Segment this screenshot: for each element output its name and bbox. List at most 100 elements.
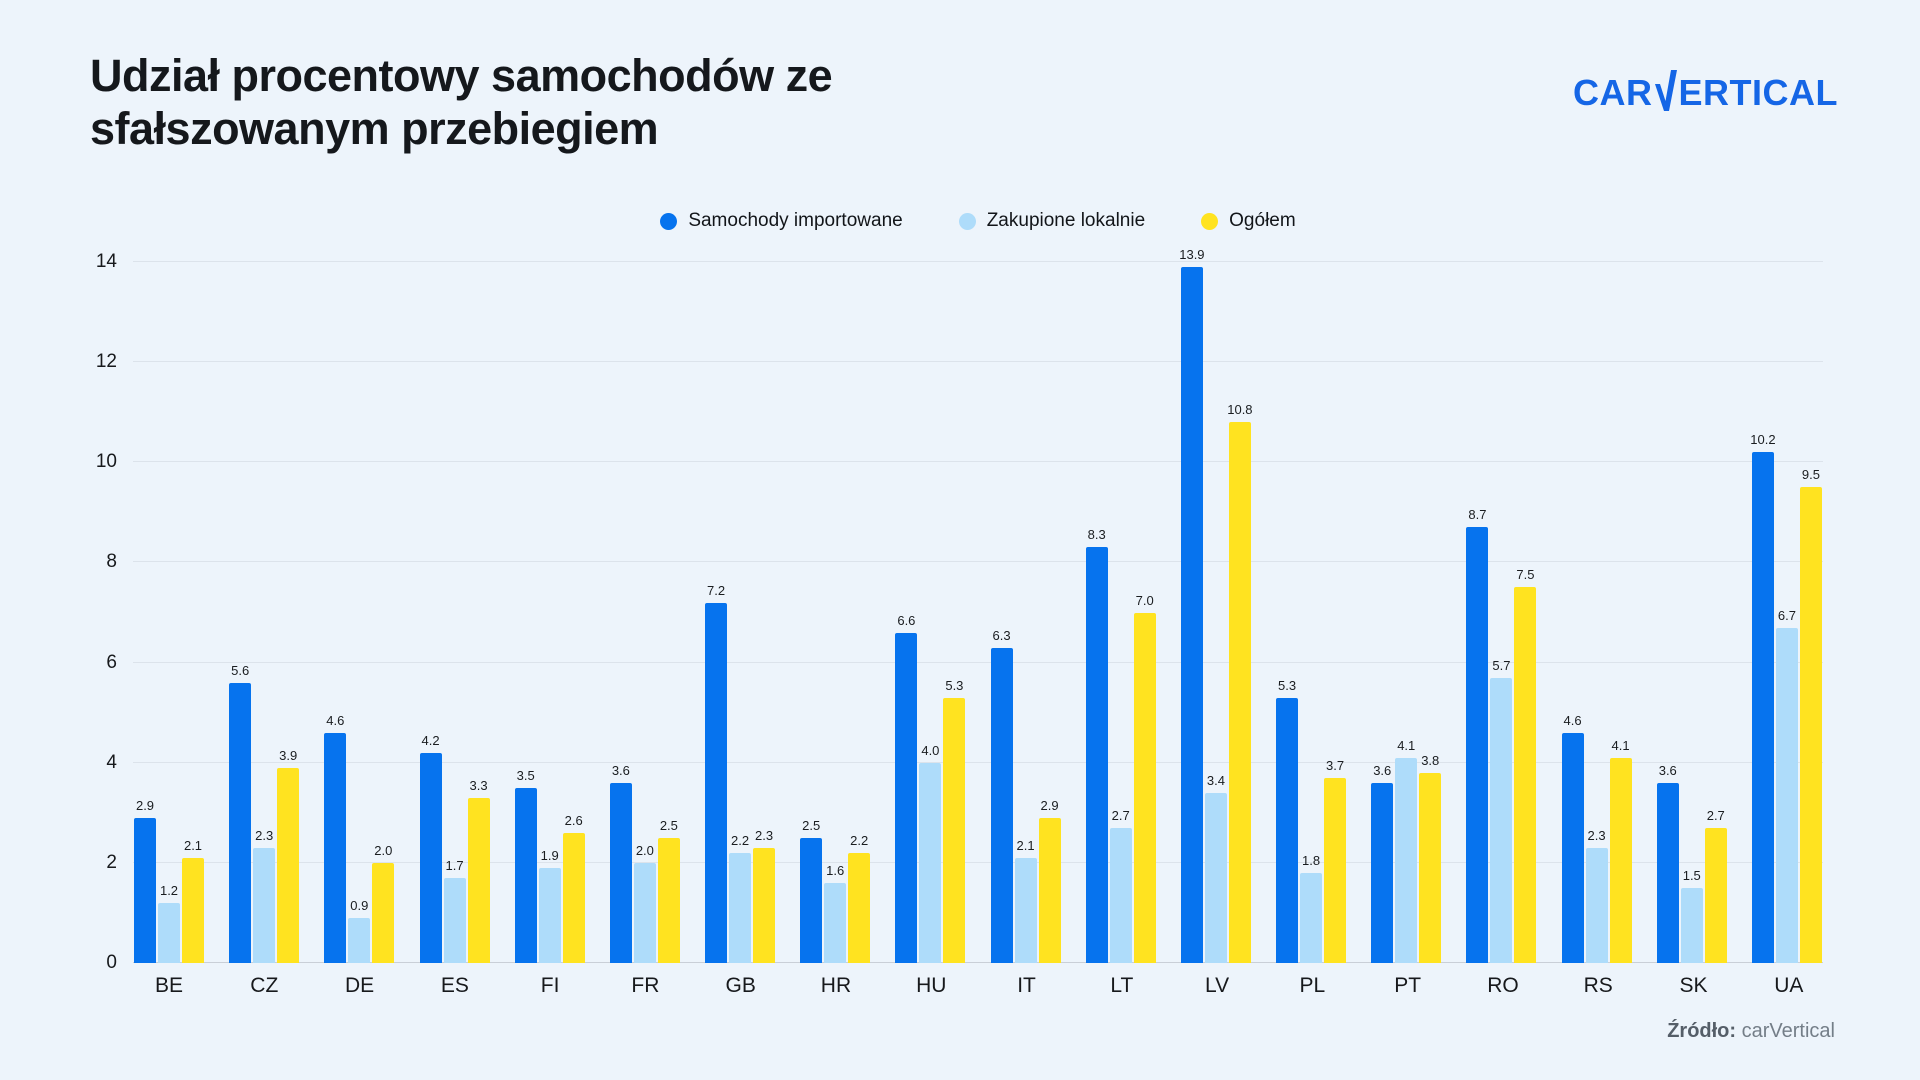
y-tick-label: 12 — [95, 351, 117, 373]
bar: 3.7 — [1324, 758, 1347, 963]
value-label: 1.8 — [1302, 852, 1321, 868]
x-axis-line — [133, 962, 1823, 963]
bar-column: 7.5 — [1514, 262, 1537, 963]
legend-dot-icon — [660, 212, 678, 230]
bar: 3.8 — [1419, 753, 1442, 963]
bar: 3.4 — [1204, 773, 1227, 963]
bar-group: 2.9 1.2 2.1 — [134, 262, 204, 963]
bar-column: 3.5 — [514, 262, 537, 963]
bar: 2.3 — [753, 828, 776, 963]
y-tick-label: 0 — [106, 952, 117, 973]
bar-column: 2.3 — [253, 262, 276, 963]
bar: 5.6 — [229, 663, 252, 963]
value-label: 3.8 — [1421, 752, 1440, 768]
value-label: 2.9 — [1040, 797, 1059, 813]
bar: 7.5 — [1514, 567, 1537, 963]
bar-column: 1.7 — [443, 262, 466, 963]
bar: 1.7 — [443, 858, 466, 963]
bar: 2.9 — [1038, 798, 1061, 963]
value-label: 2.7 — [1706, 807, 1725, 823]
value-label: 2.1 — [183, 837, 203, 853]
bar: 3.3 — [467, 778, 490, 963]
bar-column: 4.1 — [1609, 262, 1632, 963]
gridline — [133, 761, 1823, 763]
value-label: 2.5 — [802, 817, 821, 833]
bar-group: 8.3 2.7 7.0 — [1085, 262, 1156, 963]
bar: 6.6 — [895, 613, 918, 963]
bar-column: 8.7 — [1466, 262, 1489, 963]
bar: 3.6 — [609, 763, 632, 963]
bar-column: 2.5 — [800, 262, 823, 963]
x-category-label: ES — [440, 974, 469, 997]
bar-column: 4.6 — [324, 262, 347, 963]
bar: 6.3 — [990, 628, 1013, 963]
y-tick-label: 14 — [95, 251, 117, 272]
bar-column: 2.9 — [1038, 262, 1061, 963]
bar-group: 4.6 0.9 2.0 — [324, 262, 395, 963]
bar-group: 5.3 1.8 3.7 — [1276, 262, 1347, 963]
value-label: 3.5 — [516, 767, 535, 783]
value-label: 3.7 — [1326, 757, 1345, 773]
bar: 4.1 — [1609, 738, 1632, 963]
value-label: 2.1 — [1016, 837, 1035, 853]
bar: 4.6 — [324, 713, 347, 963]
bar: 0.9 — [348, 898, 371, 963]
x-category-label: FR — [631, 974, 660, 997]
bar-column: 3.6 — [1371, 262, 1394, 963]
bar-column: 2.0 — [633, 262, 656, 963]
value-label: 2.3 — [1587, 827, 1606, 843]
bar-column: 5.3 — [1276, 262, 1299, 963]
y-tick-label: 10 — [95, 451, 117, 473]
bar-column: 3.6 — [1656, 262, 1679, 963]
bar-column: 2.0 — [372, 262, 395, 963]
bar-column: 7.2 — [705, 262, 728, 963]
bar-group: 13.9 3.4 10.8 — [1179, 247, 1253, 963]
chart-legend: Samochody importowane Zakupione lokalnie O… — [133, 210, 1823, 232]
value-label: 5.3 — [1278, 677, 1297, 693]
bar-column: 3.4 — [1204, 262, 1227, 963]
bar: 2.5 — [800, 818, 823, 963]
bar-column: 5.7 — [1490, 262, 1513, 963]
bar-group: 4.2 1.7 3.3 — [419, 262, 490, 963]
x-category-label: GB — [725, 974, 756, 997]
bar: 2.2 — [848, 833, 871, 963]
x-category-label: RO — [1487, 974, 1519, 997]
bar-column: 8.3 — [1085, 262, 1108, 963]
value-label: 0.9 — [350, 897, 369, 913]
bar-column: 1.2 — [158, 262, 180, 963]
source-label: Źródło: — [1667, 1020, 1737, 1042]
legend-item: Samochody importowane — [660, 210, 903, 232]
x-category-label: SK — [1679, 974, 1708, 997]
value-label: 4.2 — [421, 732, 440, 748]
bar: 2.9 — [134, 798, 156, 963]
bar: 3.9 — [277, 748, 300, 963]
bar-column: 1.8 — [1300, 262, 1323, 963]
bar-group: 3.6 1.5 2.7 — [1656, 262, 1727, 963]
value-label: 1.7 — [445, 857, 464, 873]
x-category-label: HU — [916, 974, 947, 997]
bar-column: 2.1 — [1014, 262, 1037, 963]
value-label: 2.2 — [850, 832, 869, 848]
logo-v-checkmark-icon — [1653, 70, 1679, 111]
value-label: 2.7 — [1111, 807, 1130, 823]
bar-column: 6.7 — [1775, 262, 1798, 963]
gridline — [133, 461, 1823, 463]
bar-column: 2.5 — [657, 262, 680, 963]
y-tick-label: 8 — [106, 551, 117, 573]
bar-groups: 2.9 1.2 2.1 5.6 2.3 3.9 4.6 0.9 2.0 4.2 1.7 3.3 3.5 1… — [133, 247, 1823, 963]
legend-dot-icon — [958, 212, 976, 230]
value-label: 1.2 — [159, 882, 179, 898]
bar: 13.9 — [1179, 247, 1205, 963]
value-label: 3.4 — [1206, 772, 1225, 788]
x-category-label: CZ — [250, 974, 279, 997]
bar-column: 3.9 — [277, 262, 300, 963]
bar-column: 0.9 — [348, 262, 371, 963]
gridline — [133, 661, 1823, 663]
x-category-label: PL — [1299, 974, 1326, 997]
value-label: 2.3 — [754, 827, 774, 843]
value-label: 1.5 — [1682, 867, 1701, 883]
bar-column: 3.3 — [467, 262, 490, 963]
value-label: 7.2 — [706, 582, 726, 598]
legend-label: Samochody importowane — [688, 210, 903, 231]
